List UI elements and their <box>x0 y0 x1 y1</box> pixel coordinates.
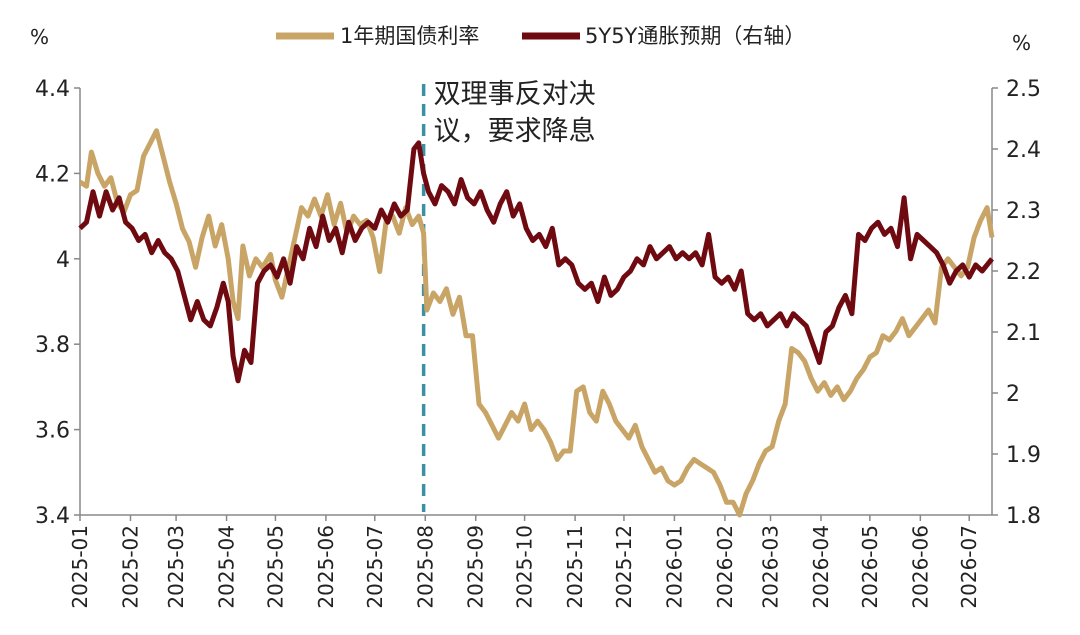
x-tick-label: 2026-05 <box>858 525 882 609</box>
x-tick-label: 2026-03 <box>759 525 783 609</box>
right-tick-label: 2.1 <box>1006 321 1041 346</box>
right-tick-label: 1.9 <box>1006 443 1041 468</box>
x-tick-label: 2025-03 <box>164 525 188 609</box>
right-tick-label: 2.5 <box>1006 77 1041 102</box>
left-axis-ticks: 4.4 4.2 4 3.8 3.6 3.4 <box>35 77 80 529</box>
x-tick-label: 2026-07 <box>957 525 981 609</box>
x-tick-label: 2025-05 <box>263 525 287 609</box>
x-tick-label: 2025-12 <box>612 525 636 609</box>
left-tick-label: 4.4 <box>35 77 70 102</box>
x-tick-label: 2025-06 <box>314 525 338 609</box>
left-tick-label: 3.4 <box>35 504 70 529</box>
series-line-rate <box>78 128 995 518</box>
right-tick-label: 2 <box>1006 382 1020 407</box>
left-axis-unit: % <box>30 25 49 49</box>
legend-label-inflation: 5Y5Y通胀预期（右轴） <box>585 24 805 48</box>
right-tick-label: 2.4 <box>1006 138 1041 163</box>
left-tick-label: 4 <box>56 248 70 273</box>
legend-label-rate: 1年期国债利率 <box>340 24 479 48</box>
right-axis-unit: % <box>1012 31 1031 55</box>
left-tick-label: 3.8 <box>35 333 70 358</box>
right-tick-label: 2.2 <box>1006 260 1041 285</box>
right-axis-ticks: 2.5 2.4 2.3 2.2 2.1 2 1.9 1.8 <box>992 77 1041 529</box>
x-tick-label: 2025-11 <box>563 525 587 609</box>
x-axis-ticks: 2025-01 2025-02 2025-03 2025-04 2025-05 2025-… <box>68 515 981 609</box>
right-tick-label: 1.8 <box>1006 504 1041 529</box>
x-tick-label: 2025-04 <box>215 525 239 609</box>
x-tick-label: 2025-10 <box>513 525 537 609</box>
x-tick-label: 2025-09 <box>464 525 488 609</box>
left-tick-label: 3.6 <box>35 419 70 444</box>
legend: 1年期国债利率 5Y5Y通胀预期（右轴） <box>276 24 805 48</box>
x-tick-label: 2025-07 <box>363 525 387 609</box>
x-tick-label: 2025-01 <box>68 525 92 609</box>
right-tick-label: 2.3 <box>1006 199 1041 224</box>
x-tick-label: 2025-08 <box>413 525 437 609</box>
x-tick-label: 2026-02 <box>713 525 737 609</box>
x-tick-label: 2026-01 <box>662 525 686 609</box>
left-tick-label: 4.2 <box>35 162 70 187</box>
x-tick-label: 2026-04 <box>809 525 833 609</box>
x-tick-label: 2026-06 <box>908 525 932 609</box>
series-line-inflation <box>78 140 994 384</box>
annotation-line-1: 双理事反对决 <box>434 79 596 110</box>
x-tick-label: 2025-02 <box>118 525 142 609</box>
annotation-line-2: 议，要求降息 <box>434 116 596 147</box>
